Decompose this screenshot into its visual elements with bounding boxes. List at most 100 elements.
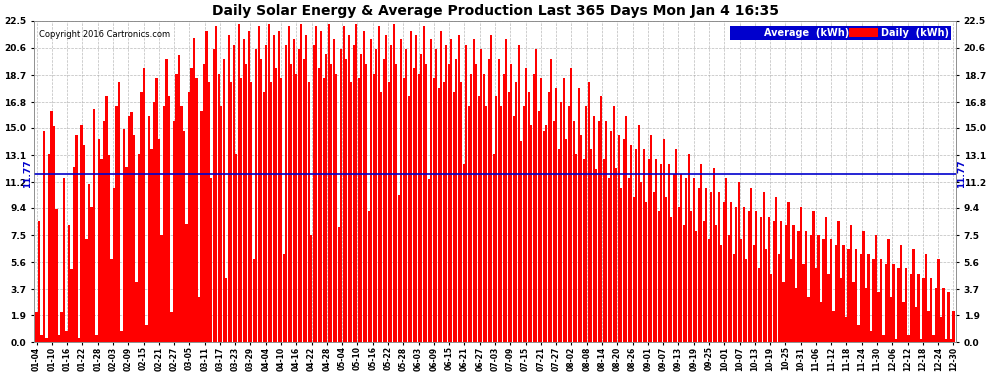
Bar: [188, 92, 190, 342]
Bar: [840, 278, 842, 342]
Bar: [226, 278, 228, 342]
Bar: [123, 129, 125, 342]
Bar: [690, 211, 692, 342]
Bar: [920, 339, 922, 342]
Bar: [465, 45, 467, 342]
Bar: [178, 55, 180, 342]
Bar: [248, 31, 249, 342]
Bar: [580, 135, 582, 342]
Bar: [413, 68, 415, 342]
Bar: [815, 268, 817, 342]
Bar: [560, 102, 562, 342]
Bar: [595, 170, 597, 342]
Bar: [446, 45, 447, 342]
Bar: [111, 260, 113, 342]
Bar: [160, 235, 162, 342]
Bar: [647, 159, 649, 342]
Bar: [830, 239, 832, 342]
Bar: [380, 92, 382, 342]
Bar: [545, 125, 547, 342]
Bar: [752, 245, 754, 342]
Bar: [455, 59, 457, 342]
Bar: [265, 45, 267, 342]
Bar: [420, 54, 423, 342]
Bar: [838, 221, 840, 342]
Bar: [48, 154, 50, 342]
Bar: [346, 59, 347, 342]
Bar: [370, 39, 372, 342]
Bar: [852, 282, 854, 342]
Bar: [657, 211, 659, 342]
Bar: [935, 288, 937, 342]
Bar: [336, 74, 338, 342]
Bar: [173, 121, 175, 342]
Bar: [515, 82, 518, 342]
Bar: [777, 254, 779, 342]
Bar: [246, 64, 248, 342]
Bar: [552, 121, 554, 342]
Bar: [203, 64, 205, 342]
Text: Copyright 2016 Cartronics.com: Copyright 2016 Cartronics.com: [39, 30, 170, 39]
Bar: [944, 339, 947, 342]
Bar: [536, 49, 538, 342]
Bar: [528, 92, 530, 342]
Bar: [75, 135, 77, 342]
Bar: [662, 140, 664, 342]
Bar: [252, 260, 255, 342]
Bar: [628, 178, 630, 342]
Bar: [367, 211, 370, 342]
Bar: [531, 125, 533, 342]
Bar: [725, 178, 728, 342]
Bar: [208, 82, 210, 342]
Bar: [118, 82, 120, 342]
Bar: [341, 49, 343, 342]
Bar: [513, 117, 515, 342]
Bar: [730, 202, 733, 342]
Bar: [938, 260, 940, 342]
Bar: [106, 96, 108, 342]
Bar: [695, 231, 697, 342]
Bar: [828, 274, 830, 342]
Bar: [949, 339, 952, 342]
Bar: [408, 96, 410, 342]
Bar: [321, 31, 323, 342]
Bar: [403, 78, 405, 342]
Bar: [423, 27, 425, 342]
Bar: [700, 164, 702, 342]
Bar: [68, 225, 70, 342]
Bar: [741, 239, 742, 342]
Bar: [460, 82, 462, 342]
Bar: [625, 117, 628, 342]
Bar: [857, 325, 859, 342]
Bar: [293, 39, 295, 342]
Bar: [913, 249, 915, 342]
Bar: [918, 274, 920, 342]
Bar: [200, 111, 203, 342]
Bar: [475, 64, 477, 342]
Bar: [410, 31, 413, 342]
Bar: [93, 110, 95, 342]
Bar: [520, 141, 523, 342]
Bar: [500, 106, 502, 342]
Bar: [116, 106, 118, 342]
Bar: [735, 207, 738, 342]
Bar: [280, 78, 282, 342]
Bar: [333, 39, 335, 342]
Bar: [787, 202, 790, 342]
Bar: [572, 121, 575, 342]
Bar: [285, 45, 287, 342]
Bar: [488, 59, 490, 342]
Bar: [378, 27, 380, 342]
Bar: [283, 254, 285, 342]
Bar: [750, 188, 752, 342]
Bar: [168, 96, 170, 342]
Bar: [183, 131, 185, 342]
Bar: [608, 178, 610, 342]
Bar: [193, 38, 195, 342]
Bar: [550, 59, 552, 342]
Bar: [593, 117, 595, 342]
Bar: [525, 68, 528, 342]
Bar: [231, 82, 233, 342]
Bar: [136, 282, 138, 342]
Bar: [447, 64, 449, 342]
